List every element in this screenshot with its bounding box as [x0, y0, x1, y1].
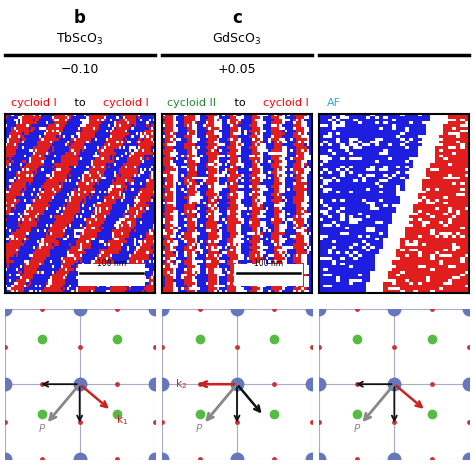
Text: k$_1$: k$_1$ — [116, 413, 128, 427]
Text: cycloid I: cycloid I — [264, 98, 309, 108]
Text: cycloid I: cycloid I — [11, 98, 57, 108]
Bar — [78, 264, 145, 286]
Text: +0.05: +0.05 — [218, 63, 256, 76]
Text: to: to — [71, 98, 89, 108]
Text: TbScO$_3$: TbScO$_3$ — [56, 31, 103, 47]
Text: P: P — [354, 424, 360, 434]
Text: −0.10: −0.10 — [61, 63, 99, 76]
Text: P: P — [39, 424, 45, 434]
Bar — [234, 264, 303, 286]
Text: 100 nm: 100 nm — [254, 259, 283, 268]
Text: cycloid II: cycloid II — [167, 98, 216, 108]
Text: cycloid I: cycloid I — [102, 98, 148, 108]
Text: k$_2$: k$_2$ — [175, 377, 187, 391]
Text: P: P — [196, 424, 202, 434]
Text: b: b — [74, 9, 86, 27]
Text: 100 nm: 100 nm — [97, 259, 126, 268]
Text: to: to — [231, 98, 250, 108]
Text: GdScO$_3$: GdScO$_3$ — [212, 31, 262, 47]
Text: AF: AF — [327, 98, 341, 108]
Text: c: c — [232, 9, 242, 27]
